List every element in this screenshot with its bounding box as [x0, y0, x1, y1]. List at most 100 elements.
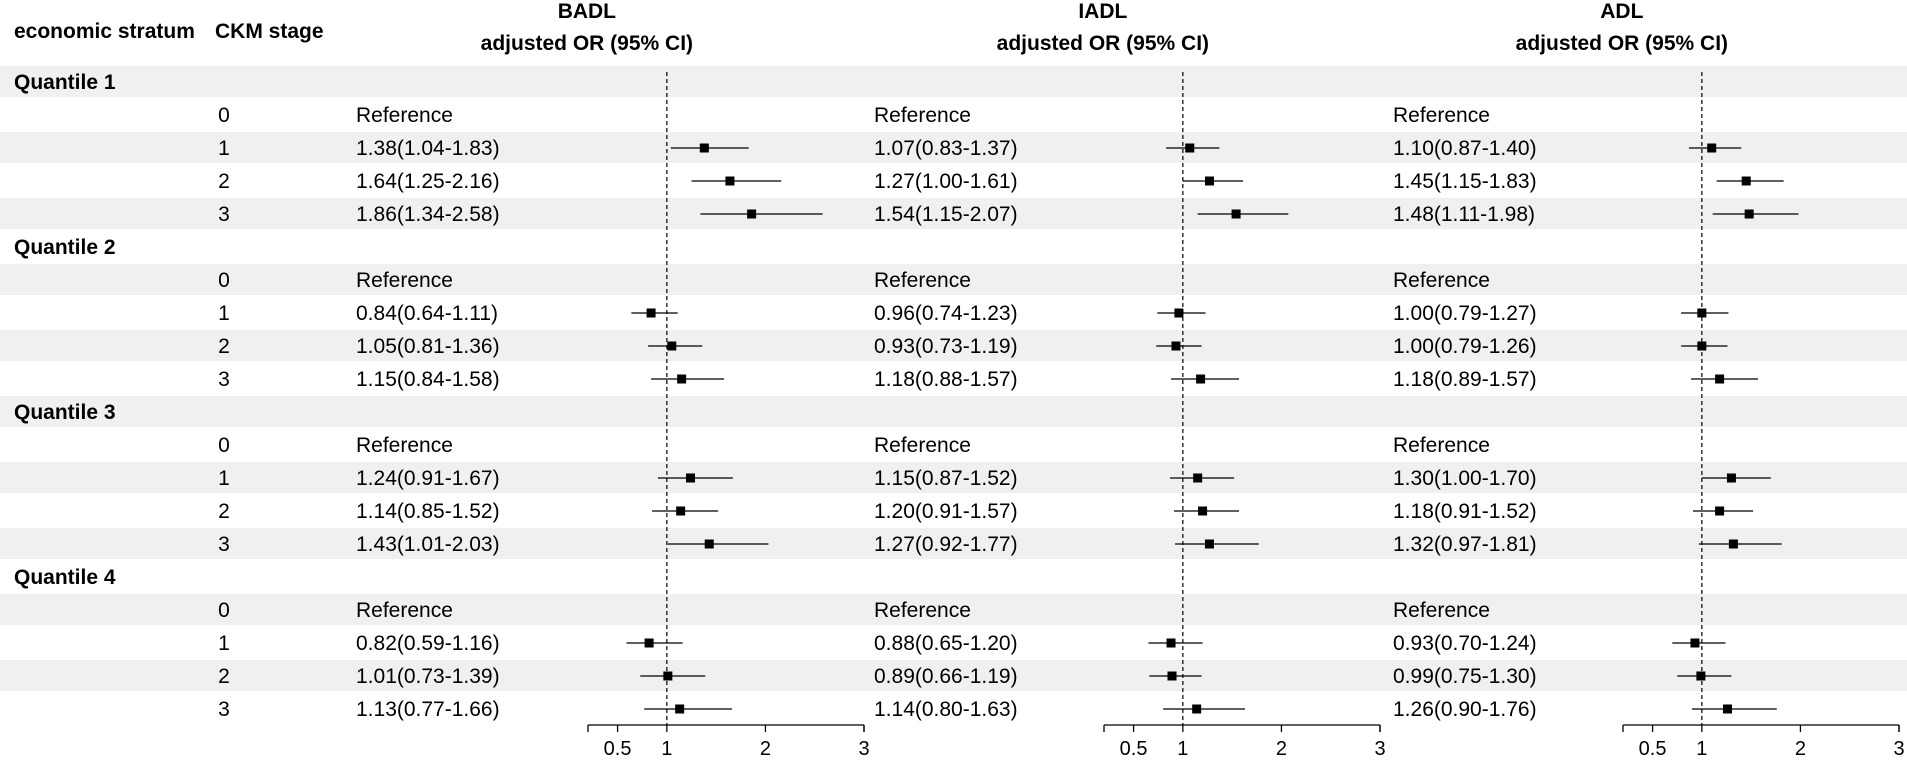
- point-estimate: [1204, 539, 1214, 549]
- point-estimate: [747, 209, 757, 219]
- point-estimate: [1690, 638, 1700, 648]
- x-tick-label: 3: [1374, 738, 1385, 760]
- point-estimate: [1171, 341, 1181, 351]
- or-ci-value: 1.30(1.00-1.70): [1393, 467, 1537, 490]
- point-estimate: [1185, 143, 1195, 153]
- or-ci-value: 1.00(0.79-1.27): [1393, 302, 1537, 325]
- or-ci-value: Reference: [356, 104, 453, 127]
- point-estimate: [1192, 704, 1202, 714]
- or-ci-value: Reference: [874, 269, 971, 292]
- or-ci-value: Reference: [1393, 269, 1490, 292]
- ckm-stage-value: 2: [218, 335, 230, 358]
- or-ci-value: 0.89(0.66-1.19): [874, 665, 1018, 688]
- or-ci-value: 1.10(0.87-1.40): [1393, 137, 1537, 160]
- point-estimate: [1174, 308, 1184, 318]
- x-tick-label: 1: [661, 738, 672, 760]
- point-estimate: [725, 176, 735, 186]
- row-band: [0, 594, 1907, 625]
- or-ci-value: 1.15(0.87-1.52): [874, 467, 1018, 490]
- point-estimate: [1741, 176, 1751, 186]
- table-header: economic stratum CKM stage BADL adjusted …: [14, 0, 1728, 55]
- or-ci-value: 1.48(1.11-1.98): [1393, 203, 1535, 226]
- or-ci-value: 0.88(0.65-1.20): [874, 632, 1018, 655]
- ckm-stage-value: 0: [218, 434, 230, 457]
- point-estimate: [675, 704, 685, 714]
- or-ci-value: Reference: [1393, 104, 1490, 127]
- or-ci-value: 1.64(1.25-2.16): [356, 170, 500, 193]
- panel-title-iadl: IADL: [1078, 0, 1127, 23]
- row-band: [0, 462, 1907, 493]
- or-ci-value: 0.84(0.64-1.11): [356, 302, 498, 325]
- or-ci-value: 1.26(0.90-1.76): [1393, 698, 1537, 721]
- x-tick-label: 0.5: [1120, 738, 1148, 760]
- point-estimate: [699, 143, 709, 153]
- row-band: [0, 660, 1907, 691]
- panel-subtitle: adjusted OR (95% CI): [481, 32, 693, 55]
- or-ci-value: Reference: [356, 269, 453, 292]
- group-label: Quantile 4: [14, 566, 116, 589]
- ckm-stage-value: 3: [218, 698, 230, 721]
- group-label: Quantile 3: [14, 401, 116, 424]
- group-label: Quantile 2: [14, 236, 116, 259]
- or-ci-value: 1.14(0.85-1.52): [356, 500, 500, 523]
- ckm-stage-value: 2: [218, 170, 230, 193]
- row-bands: [0, 66, 1907, 691]
- point-estimate: [663, 671, 673, 681]
- row-band: [0, 264, 1907, 295]
- point-estimate: [1715, 374, 1725, 384]
- row-band: [0, 528, 1907, 559]
- or-ci-value: Reference: [874, 434, 971, 457]
- or-ci-value: 1.54(1.15-2.07): [874, 203, 1018, 226]
- forest-panels: 0.5 1 2 3 0.5 1 2 3 0.5 1 2 3: [587, 72, 1905, 760]
- ckm-stage-value: 3: [218, 368, 230, 391]
- panel-subtitle: adjusted OR (95% CI): [997, 32, 1209, 55]
- or-ci-value: 1.15(0.84-1.58): [356, 368, 500, 391]
- x-tick-label: 2: [760, 738, 771, 760]
- point-estimate: [1728, 539, 1738, 549]
- or-ci-value: 0.93(0.70-1.24): [1393, 632, 1537, 655]
- or-ci-value: 1.01(0.73-1.39): [356, 665, 500, 688]
- point-estimate: [1722, 704, 1732, 714]
- point-estimate: [676, 506, 686, 516]
- ckm-stage-value: 2: [218, 500, 230, 523]
- ckm-stage-value: 0: [218, 599, 230, 622]
- table-body: Quantile 1 0 Reference Reference Reference 1 1…: [14, 71, 1537, 721]
- or-ci-value: 1.18(0.91-1.52): [1393, 500, 1537, 523]
- x-tick-label: 0.5: [1639, 738, 1667, 760]
- or-ci-value: Reference: [874, 599, 971, 622]
- or-ci-value: 1.18(0.88-1.57): [874, 368, 1018, 391]
- or-ci-value: 1.05(0.81-1.36): [356, 335, 500, 358]
- ckm-stage-value: 0: [218, 104, 230, 127]
- panel-title-adl: ADL: [1600, 0, 1643, 23]
- header-economic-stratum: economic stratum: [14, 20, 195, 43]
- or-ci-value: 1.27(1.00-1.61): [874, 170, 1018, 193]
- point-estimate: [1193, 473, 1203, 483]
- or-ci-value: 1.20(0.91-1.57): [874, 500, 1018, 523]
- ckm-stage-value: 3: [218, 203, 230, 226]
- point-estimate: [667, 341, 677, 351]
- or-ci-value: 0.96(0.74-1.23): [874, 302, 1018, 325]
- x-tick-label: 3: [1893, 738, 1904, 760]
- row-band: [0, 330, 1907, 361]
- row-band: [0, 396, 1907, 427]
- or-ci-value: 1.32(0.97-1.81): [1393, 533, 1537, 556]
- header-ckm-stage: CKM stage: [215, 20, 324, 43]
- x-tick-label: 0.5: [604, 738, 632, 760]
- or-ci-value: 1.38(1.04-1.83): [356, 137, 500, 160]
- ckm-stage-value: 1: [218, 632, 230, 655]
- point-estimate: [646, 308, 656, 318]
- or-ci-value: 1.27(0.92-1.77): [874, 533, 1018, 556]
- or-ci-value: 1.18(0.89-1.57): [1393, 368, 1537, 391]
- ckm-stage-value: 1: [218, 302, 230, 325]
- or-ci-value: 1.43(1.01-2.03): [356, 533, 500, 556]
- row-band: [0, 198, 1907, 229]
- or-ci-value: 1.13(0.77-1.66): [356, 698, 500, 721]
- point-estimate: [704, 539, 714, 549]
- or-ci-value: 1.00(0.79-1.26): [1393, 335, 1537, 358]
- point-estimate: [1166, 638, 1176, 648]
- or-ci-value: 1.14(0.80-1.63): [874, 698, 1018, 721]
- point-estimate: [1696, 671, 1706, 681]
- or-ci-value: Reference: [1393, 599, 1490, 622]
- point-estimate: [1707, 143, 1717, 153]
